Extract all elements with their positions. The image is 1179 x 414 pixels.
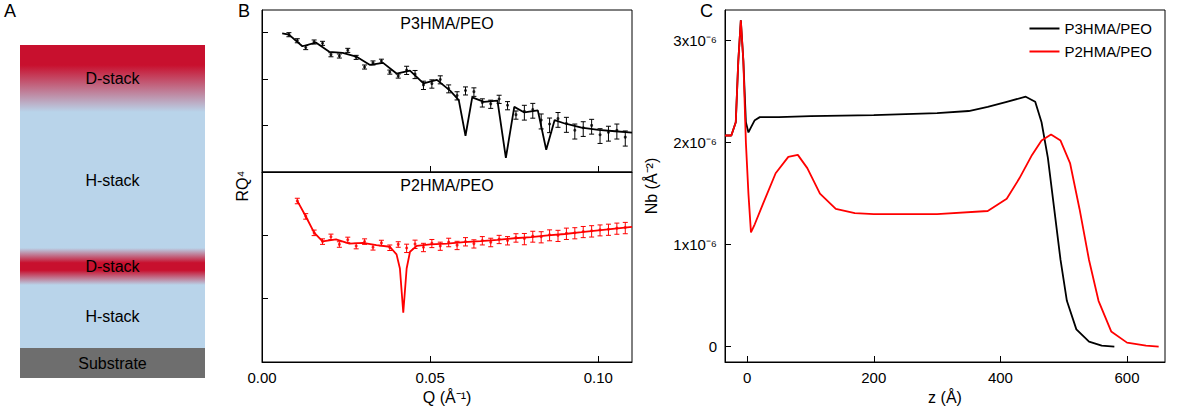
svg-text:0: 0 (743, 369, 751, 386)
svg-text:Nb (Å⁻²): Nb (Å⁻²) (642, 158, 660, 215)
svg-text:B: B (238, 1, 250, 21)
svg-text:z (Å): z (Å) (928, 388, 962, 406)
svg-text:C: C (700, 1, 713, 21)
svg-text:P3HMA/PEO: P3HMA/PEO (400, 15, 493, 32)
svg-text:0.05: 0.05 (416, 369, 445, 386)
svg-text:0.10: 0.10 (584, 369, 613, 386)
svg-text:P3HMA/PEO: P3HMA/PEO (1064, 20, 1152, 37)
svg-text:D-stack: D-stack (85, 258, 140, 275)
svg-text:P2HMA/PEO: P2HMA/PEO (400, 177, 493, 194)
svg-text:400: 400 (988, 369, 1013, 386)
svg-text:200: 200 (861, 369, 886, 386)
svg-text:Q (Å⁻¹): Q (Å⁻¹) (423, 388, 472, 406)
svg-text:0: 0 (709, 338, 717, 355)
svg-text:0.00: 0.00 (247, 369, 276, 386)
svg-text:P2HMA/PEO: P2HMA/PEO (1064, 43, 1152, 60)
svg-text:1x10⁻⁶: 1x10⁻⁶ (673, 236, 717, 253)
svg-text:A: A (4, 1, 16, 21)
svg-text:3x10⁻⁶: 3x10⁻⁶ (673, 32, 717, 49)
svg-text:2x10⁻⁶: 2x10⁻⁶ (673, 134, 717, 151)
svg-text:Substrate: Substrate (78, 355, 147, 372)
svg-text:D-stack: D-stack (85, 70, 140, 87)
svg-text:H-stack: H-stack (85, 308, 140, 325)
svg-text:600: 600 (1114, 369, 1139, 386)
svg-text:H-stack: H-stack (85, 172, 140, 189)
svg-text:RQ⁴: RQ⁴ (234, 170, 251, 201)
